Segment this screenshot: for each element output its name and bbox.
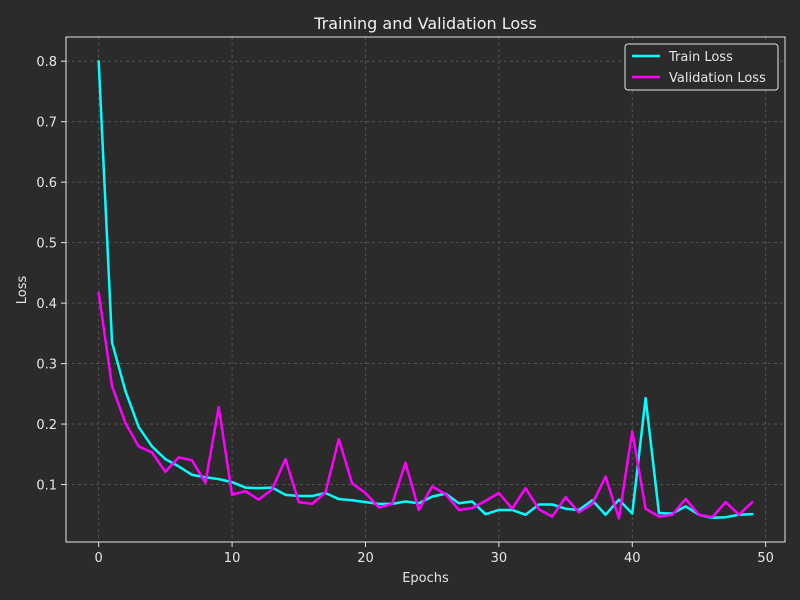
series-line-validation-loss (97, 291, 754, 520)
grid-layer (66, 37, 785, 542)
y-tick-label: 0.4 (36, 297, 57, 312)
y-tick-label: 0.5 (36, 237, 57, 252)
y-tick-label: 0.1 (36, 479, 57, 494)
chart-title: Training and Validation Loss (313, 14, 537, 33)
series-points-validation-loss (98, 292, 753, 519)
plot-frame (65, 36, 786, 543)
legend-label-validation-loss: Validation Loss (669, 71, 766, 86)
x-tick-label: 20 (357, 551, 374, 566)
y-tick-label: 0.6 (36, 176, 57, 191)
legend-label-train-loss: Train Loss (668, 50, 733, 65)
y-tick-label: 0.3 (36, 358, 57, 373)
x-tick-label: 10 (224, 551, 241, 566)
y-axis-label: Loss (15, 276, 30, 305)
x-tick-label: 30 (491, 551, 508, 566)
x-tick-label: 40 (624, 551, 641, 566)
x-tick-label: 0 (95, 551, 103, 566)
y-tick-label: 0.8 (36, 55, 57, 70)
x-tick-label: 50 (757, 551, 774, 566)
x-axis-label: Epochs (402, 571, 449, 586)
ticks-layer: 0 10 20 30 40 50 0.1 0.2 0.3 0.4 0.5 0.6 0.7 0.8 (36, 55, 774, 566)
legend-box (624, 43, 779, 91)
series-layer (97, 59, 754, 520)
y-tick-label: 0.2 (36, 418, 57, 433)
legend: Train Loss Validation Loss (624, 43, 779, 91)
y-tick-label: 0.7 (36, 116, 57, 131)
